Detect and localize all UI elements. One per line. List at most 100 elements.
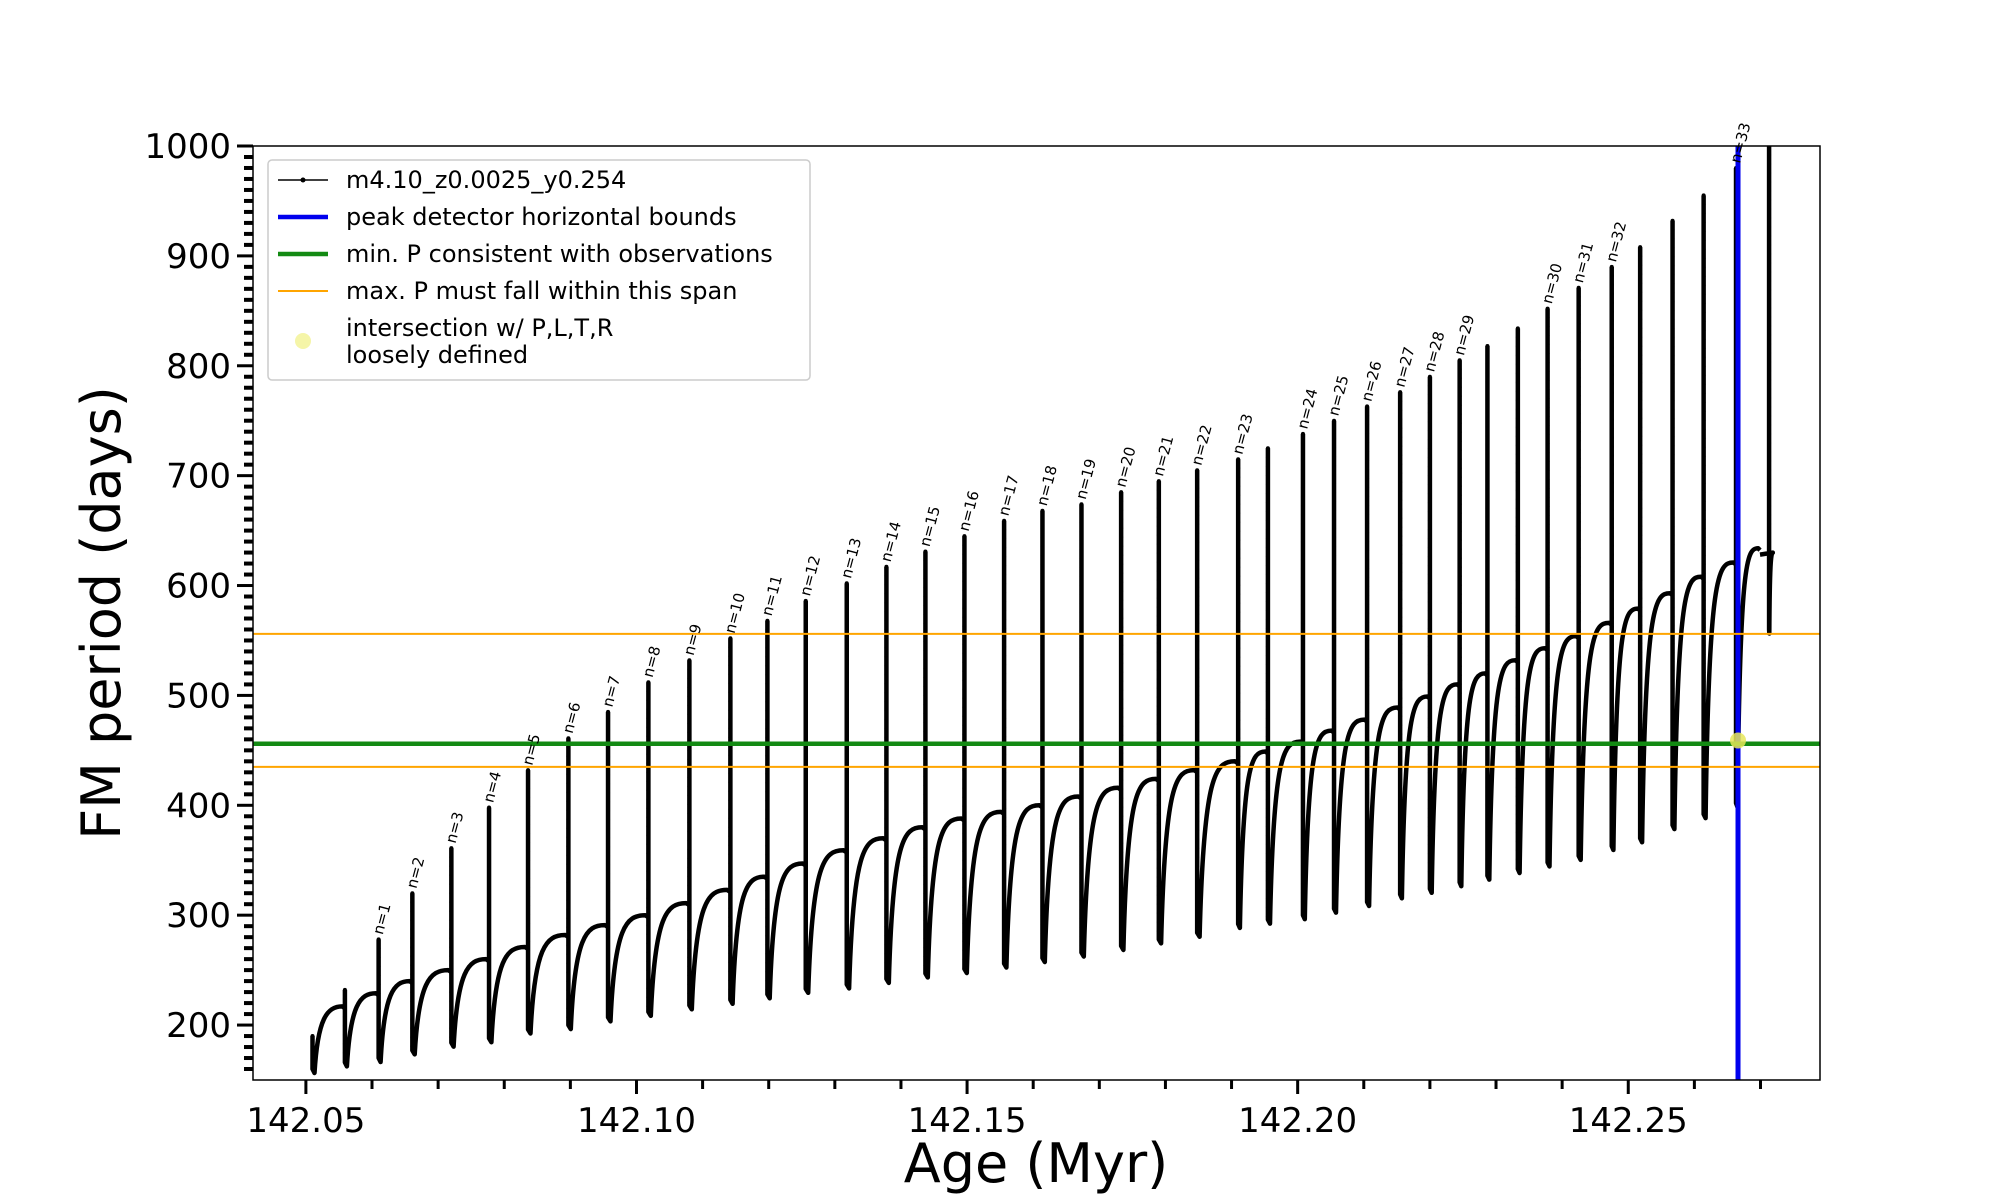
cycle-markers-24 — [1236, 457, 1241, 921]
peak-label-n-31: n=31 — [1569, 240, 1597, 284]
x-tick-label-142.15: 142.15 — [908, 1101, 1027, 1141]
peak-label-n-32: n=32 — [1602, 220, 1630, 264]
cycle-markers-19 — [1040, 508, 1045, 954]
series-cycle-32 — [1485, 345, 1520, 882]
peak-label-n-16: n=16 — [955, 489, 983, 533]
cycle-markers-2 — [376, 937, 381, 1059]
series-cycle-20 — [1079, 504, 1123, 959]
legend-label-4: intersection w/ P,L,T,R — [346, 314, 613, 342]
series-cycle-14 — [844, 583, 888, 991]
series-cycle-8 — [605, 711, 650, 1024]
cycle-markers-3 — [410, 891, 415, 1049]
series-cycle-5 — [486, 807, 530, 1045]
peak-label-n-4: n=4 — [479, 769, 505, 804]
legend-box — [267, 159, 811, 381]
series-cycle-17 — [962, 536, 1006, 976]
series-cycle-30 — [1427, 376, 1462, 896]
series-cycle-21 — [1118, 492, 1161, 953]
series-cycle-2 — [376, 939, 414, 1065]
cycle-markers-16 — [923, 549, 928, 968]
legend-label-3: max. P must fall within this span — [346, 277, 737, 305]
x-axis-label: Age (Myr) — [904, 1132, 1169, 1195]
cycle-markers-25 — [1265, 446, 1270, 919]
peak-label-n-24: n=24 — [1293, 387, 1321, 431]
peak-label-n-7: n=7 — [599, 674, 625, 709]
cycle-markers-27 — [1332, 418, 1337, 909]
series-cycle-34 — [1545, 308, 1581, 869]
series-cycle-1 — [342, 989, 380, 1069]
cycle-markers-32 — [1485, 344, 1490, 870]
legend-label-0: m4.10_z0.0025_y0.254 — [346, 166, 626, 194]
peak-label-n-17: n=17 — [995, 473, 1023, 517]
y-tick-label-200: 200 — [166, 1006, 231, 1046]
series-cycle-38 — [1670, 220, 1706, 832]
series-cycle-18 — [1001, 520, 1044, 970]
peak-label-n-2: n=2 — [403, 855, 429, 890]
y-tick-label-300: 300 — [166, 896, 231, 936]
peak-label-n-3: n=3 — [442, 810, 468, 845]
axes: 200 300 400 500 600 700 800 900 1000 142.05 142.10… — [144, 127, 1821, 1141]
series-cycle-22 — [1156, 481, 1199, 946]
cycle-markers-28 — [1365, 404, 1370, 904]
cycle-markers-10 — [687, 658, 692, 1005]
peak-label-n-23: n=23 — [1229, 412, 1257, 456]
cycle-markers-17 — [962, 534, 967, 971]
series-cycle-6 — [525, 770, 570, 1036]
series-cycle-3 — [410, 893, 453, 1057]
legend-item-1: peak detector horizontal bounds — [278, 203, 737, 231]
series-cycle-25 — [1265, 448, 1305, 926]
cycle-markers-12 — [765, 618, 770, 992]
peak-label-n-30: n=30 — [1538, 261, 1566, 305]
y-tick-label-700: 700 — [166, 457, 231, 497]
series-cycle-16 — [923, 551, 966, 980]
cycle-markers-13 — [803, 598, 808, 990]
series-cycle-27 — [1331, 420, 1369, 915]
y-tick-label-900: 900 — [166, 237, 231, 277]
y-tick-label-500: 500 — [166, 676, 231, 716]
series-cycle-19 — [1040, 510, 1083, 965]
cycle-markers-1 — [342, 987, 347, 1064]
series-cycle-10 — [687, 660, 732, 1012]
series-cycle-12 — [765, 620, 807, 1001]
x-tick-label-142.10: 142.10 — [577, 1101, 696, 1141]
series-cycle-23 — [1194, 470, 1240, 940]
cycle-markers-15 — [884, 564, 889, 974]
cycle-markers-35 — [1576, 285, 1581, 857]
peak-label-n-26: n=26 — [1358, 359, 1386, 403]
peak-label-n-12: n=12 — [796, 554, 824, 598]
peak-label-n-29: n=29 — [1450, 313, 1478, 357]
reference-lines — [253, 146, 1820, 1080]
series-cycle-31 — [1457, 360, 1489, 889]
series-cycle-36 — [1609, 266, 1642, 853]
series-cycle-15 — [884, 566, 927, 986]
cycle-markers-34 — [1545, 306, 1550, 860]
cycle-markers-21 — [1119, 490, 1124, 945]
series-cycle-35 — [1576, 287, 1614, 863]
series-cycle-7 — [566, 738, 610, 1032]
cycle-markers-4 — [449, 846, 454, 1040]
peak-label-n-33: n=33 — [1726, 121, 1754, 165]
series-cycle-11 — [728, 638, 769, 1007]
cycle-markers-6 — [526, 768, 531, 1025]
y-tick-label-1000: 1000 — [144, 127, 231, 167]
peak-label-n-5: n=5 — [519, 732, 545, 767]
peak-label-n-18: n=18 — [1033, 463, 1061, 507]
cycle-markers-26 — [1300, 431, 1305, 913]
peak-label-n-27: n=27 — [1391, 345, 1419, 389]
series-cycle-26 — [1300, 433, 1336, 922]
cycle-markers-0 — [310, 1034, 315, 1065]
cycle-markers-14 — [844, 581, 849, 982]
x-tick-label-142.20: 142.20 — [1238, 1101, 1357, 1141]
peak-label-n-11: n=11 — [758, 573, 786, 617]
series-cycle-24 — [1235, 459, 1270, 931]
peak-label-n-8: n=8 — [639, 644, 665, 679]
cycle-markers-18 — [1002, 518, 1007, 964]
series-cycle-33 — [1515, 328, 1550, 876]
peak-label-n-22: n=22 — [1188, 423, 1216, 467]
cycle-markers-11 — [728, 636, 733, 1001]
y-axis-label: FM period (days) — [70, 386, 133, 840]
cycle-markers-37 — [1638, 245, 1643, 835]
peak-label-n-10: n=10 — [721, 591, 749, 635]
